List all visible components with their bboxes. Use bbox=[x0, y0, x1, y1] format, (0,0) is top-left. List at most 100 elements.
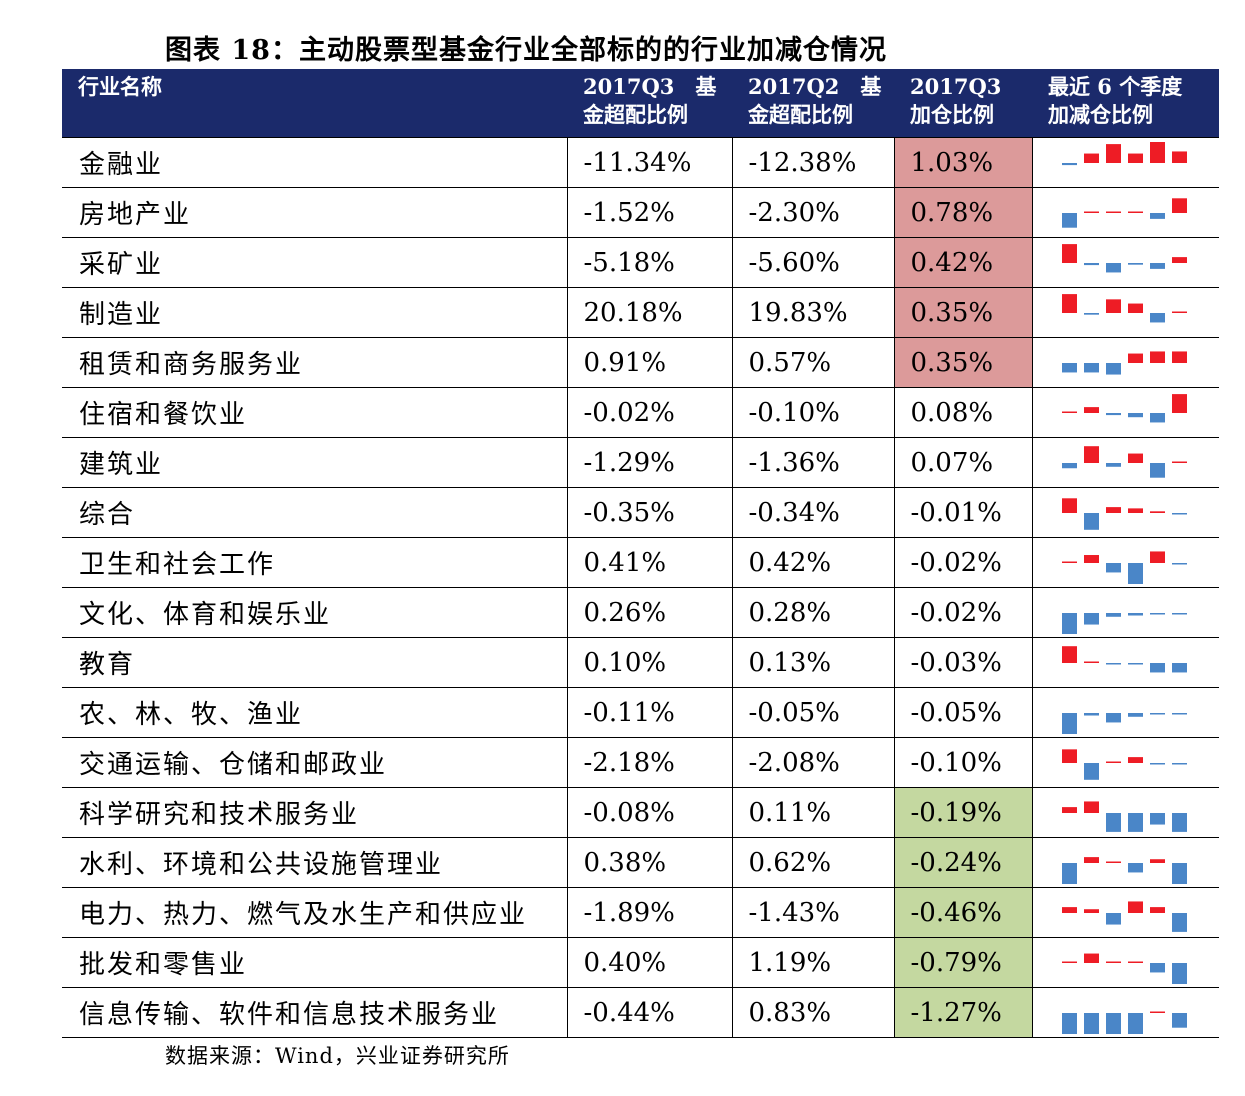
q3-change-cell: -0.05% bbox=[893, 687, 1032, 738]
sparkline-cell bbox=[1031, 987, 1219, 1038]
sparkline-bar-decrease bbox=[1127, 263, 1143, 265]
sparkline-bar-decrease bbox=[1127, 813, 1143, 832]
sparkline-cell bbox=[1031, 737, 1219, 788]
q3-change-cell: 0.42% bbox=[893, 237, 1032, 288]
q3-overweight-cell: -1.52% bbox=[566, 187, 732, 238]
q3-overweight-cell: -5.18% bbox=[566, 237, 732, 288]
sparkline-bar-decrease bbox=[1171, 763, 1187, 765]
industry-name-cell: 综合 bbox=[62, 487, 567, 538]
industry-name-cell: 住宿和餐饮业 bbox=[62, 387, 567, 438]
sparkline-bar-increase bbox=[1105, 144, 1121, 163]
table-header-row: 行业名称 2017Q3 基金超配比例 2017Q2 基金超配比例 2017Q3 加… bbox=[62, 69, 1219, 138]
sparkline-cell bbox=[1031, 137, 1219, 188]
q2-overweight-cell: 19.83% bbox=[731, 287, 894, 338]
table-title: 图表 18：主动股票型基金行业全部标的的行业加减仓情况 bbox=[165, 35, 887, 66]
table-row: 建筑业 -1.29% -1.36% 0.07% bbox=[62, 437, 1219, 488]
sparkline-bar-decrease bbox=[1083, 513, 1099, 530]
q2-overweight-cell: -1.36% bbox=[731, 437, 894, 488]
sparkline-bar-decrease bbox=[1149, 713, 1165, 715]
q3-overweight-cell: -1.89% bbox=[566, 887, 732, 938]
sparkline-bar-decrease bbox=[1171, 563, 1187, 565]
sparkline-bar-decrease bbox=[1105, 913, 1121, 925]
table-row: 租赁和商务服务业 0.91% 0.57% 0.35% bbox=[62, 337, 1219, 388]
table-row: 综合 -0.35% -0.34% -0.01% bbox=[62, 487, 1219, 538]
sparkline-bar-decrease bbox=[1171, 713, 1187, 715]
sparkline-bar-increase bbox=[1127, 303, 1143, 313]
table-row: 批发和零售业 0.40% 1.19% -0.79% bbox=[62, 937, 1219, 988]
sparkline-bar-decrease bbox=[1171, 963, 1187, 984]
q3-overweight-cell: -2.18% bbox=[566, 737, 732, 788]
q3-change-cell: 1.03% bbox=[893, 137, 1032, 188]
sparkline-bar-decrease bbox=[1127, 413, 1143, 418]
sparkline-bar-increase bbox=[1105, 861, 1121, 863]
sparkline-bar-increase bbox=[1149, 551, 1165, 563]
q3-overweight-cell: -0.44% bbox=[566, 987, 732, 1038]
table-row: 金融业 -11.34% -12.38% 1.03% bbox=[62, 137, 1219, 188]
sparkline-bar-decrease bbox=[1105, 363, 1121, 375]
industry-name-cell: 房地产业 bbox=[62, 187, 567, 238]
industry-allocation-table: 行业名称 2017Q3 基金超配比例 2017Q2 基金超配比例 2017Q3 加… bbox=[62, 69, 1219, 1038]
sparkline-chart bbox=[1061, 351, 1187, 375]
sparkline-bar-decrease bbox=[1105, 563, 1121, 573]
sparkline-bar-decrease bbox=[1149, 663, 1165, 673]
sparkline-bar-increase bbox=[1171, 311, 1187, 313]
sparkline-bar-increase bbox=[1061, 561, 1077, 563]
sparkline-bar-increase bbox=[1127, 508, 1143, 513]
q3-change-cell: 0.08% bbox=[893, 387, 1032, 438]
sparkline-bar-decrease bbox=[1105, 413, 1121, 416]
sparkline-bar-decrease bbox=[1149, 463, 1165, 478]
industry-name-cell: 信息传输、软件和信息技术服务业 bbox=[62, 987, 567, 1038]
sparkline-bar-decrease bbox=[1083, 763, 1099, 780]
sparkline-bar-decrease bbox=[1149, 963, 1165, 973]
industry-name-cell: 卫生和社会工作 bbox=[62, 537, 567, 588]
sparkline-chart bbox=[1061, 198, 1187, 228]
sparkline-bar-increase bbox=[1083, 661, 1099, 663]
sparkline-bar-decrease bbox=[1127, 563, 1143, 584]
sparkline-bar-decrease bbox=[1149, 813, 1165, 825]
sparkline-bar-decrease bbox=[1061, 613, 1077, 634]
sparkline-bar-decrease bbox=[1127, 863, 1143, 873]
table-row: 交通运输、仓储和邮政业 -2.18% -2.08% -0.10% bbox=[62, 737, 1219, 788]
industry-name-cell: 租赁和商务服务业 bbox=[62, 337, 567, 388]
sparkline-bar-increase bbox=[1171, 351, 1187, 363]
q3-change-cell: -0.02% bbox=[893, 537, 1032, 588]
sparkline-bar-increase bbox=[1127, 901, 1143, 913]
q3-overweight-cell: 0.40% bbox=[566, 937, 732, 988]
sparkline-bar-decrease bbox=[1105, 613, 1121, 617]
sparkline-bar-increase bbox=[1083, 555, 1099, 563]
sparkline-bar-decrease bbox=[1127, 663, 1143, 665]
sparkline-bar-increase bbox=[1061, 749, 1077, 763]
q3-change-cell: 0.35% bbox=[893, 287, 1032, 338]
sparkline-chart bbox=[1061, 857, 1187, 884]
sparkline-bar-decrease bbox=[1061, 213, 1077, 228]
sparkline-chart bbox=[1061, 142, 1187, 166]
q2-overweight-cell: 0.13% bbox=[731, 637, 894, 688]
sparkline-bar-increase bbox=[1149, 1011, 1165, 1013]
table-row: 电力、热力、燃气及水生产和供应业 -1.89% -1.43% -0.46% bbox=[62, 887, 1219, 938]
industry-name-cell: 交通运输、仓储和邮政业 bbox=[62, 737, 567, 788]
q3-overweight-cell: -0.08% bbox=[566, 787, 732, 838]
table-row: 农、林、牧、渔业 -0.11% -0.05% -0.05% bbox=[62, 687, 1219, 738]
sparkline-cell bbox=[1031, 687, 1219, 738]
sparkline-bar-increase bbox=[1149, 351, 1165, 363]
sparkline-cell bbox=[1031, 287, 1219, 338]
q3-overweight-cell: 0.91% bbox=[566, 337, 732, 388]
sparkline-bar-increase bbox=[1083, 857, 1099, 863]
q2-overweight-cell: -12.38% bbox=[731, 137, 894, 188]
sparkline-bar-decrease bbox=[1149, 263, 1165, 269]
sparkline-cell bbox=[1031, 537, 1219, 588]
table-row: 住宿和餐饮业 -0.02% -0.10% 0.08% bbox=[62, 387, 1219, 438]
industry-name-cell: 科学研究和技术服务业 bbox=[62, 787, 567, 838]
q2-overweight-cell: 1.19% bbox=[731, 937, 894, 988]
q3-change-cell: -0.19% bbox=[893, 787, 1032, 838]
sparkline-bar-increase bbox=[1083, 153, 1099, 163]
sparkline-bar-increase bbox=[1105, 507, 1121, 513]
sparkline-bar-increase bbox=[1083, 211, 1099, 213]
q3-change-cell: -0.03% bbox=[893, 637, 1032, 688]
sparkline-bar-decrease bbox=[1171, 513, 1187, 515]
sparkline-bar-decrease bbox=[1171, 913, 1187, 932]
q2-overweight-cell: 0.11% bbox=[731, 787, 894, 838]
sparkline-chart bbox=[1061, 646, 1187, 673]
sparkline-bar-decrease bbox=[1061, 1013, 1077, 1034]
sparkline-bar-increase bbox=[1171, 461, 1187, 463]
